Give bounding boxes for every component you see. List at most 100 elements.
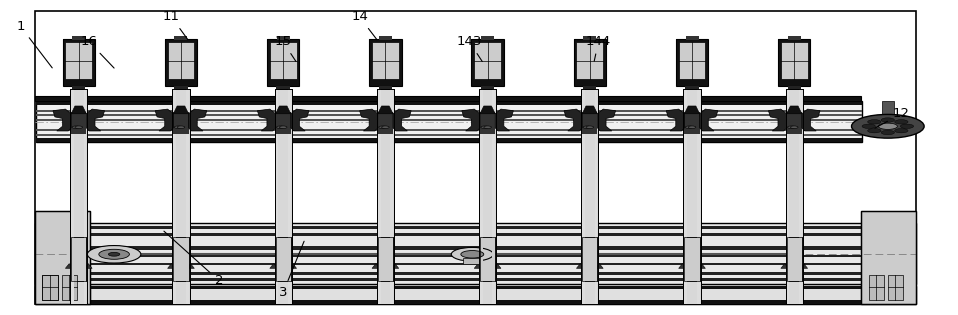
Bar xyxy=(696,237,699,281)
Bar xyxy=(684,237,699,281)
Bar xyxy=(90,226,861,229)
Bar xyxy=(582,237,585,281)
Polygon shape xyxy=(65,264,73,268)
Bar xyxy=(378,86,392,89)
Bar xyxy=(288,237,291,281)
Bar xyxy=(582,112,598,134)
Bar xyxy=(83,89,86,304)
Bar xyxy=(799,89,802,304)
Text: 14: 14 xyxy=(352,10,377,40)
Bar xyxy=(174,36,188,40)
Polygon shape xyxy=(291,109,309,131)
Bar xyxy=(684,89,687,304)
Polygon shape xyxy=(86,109,104,131)
Bar xyxy=(278,237,289,281)
Bar xyxy=(492,237,495,281)
Circle shape xyxy=(87,246,141,263)
Polygon shape xyxy=(53,109,71,131)
Bar xyxy=(585,89,595,304)
Bar xyxy=(582,237,598,281)
Bar xyxy=(390,89,393,304)
Polygon shape xyxy=(596,264,604,268)
Circle shape xyxy=(99,249,129,259)
Bar xyxy=(787,237,802,281)
Circle shape xyxy=(481,126,489,129)
Bar xyxy=(684,237,699,281)
Bar xyxy=(582,89,585,304)
Bar xyxy=(787,89,789,304)
Polygon shape xyxy=(768,109,787,131)
Polygon shape xyxy=(189,109,207,131)
Bar xyxy=(683,89,700,304)
Bar xyxy=(90,278,861,281)
Text: 2: 2 xyxy=(164,231,223,287)
Polygon shape xyxy=(173,106,189,114)
Bar xyxy=(276,237,279,281)
Bar xyxy=(788,237,800,281)
Text: 12: 12 xyxy=(875,107,910,128)
Bar xyxy=(65,42,92,79)
Bar xyxy=(173,112,189,134)
Polygon shape xyxy=(84,264,92,268)
Bar xyxy=(869,275,884,300)
Bar xyxy=(42,275,57,300)
Bar xyxy=(888,275,903,300)
Bar xyxy=(480,89,483,304)
Bar xyxy=(71,89,74,304)
Polygon shape xyxy=(71,106,86,114)
Polygon shape xyxy=(800,264,808,268)
Circle shape xyxy=(586,126,594,129)
Bar xyxy=(480,237,495,281)
Bar xyxy=(173,237,189,281)
Bar xyxy=(174,86,188,89)
Bar xyxy=(574,39,606,86)
Bar xyxy=(481,36,494,40)
Bar xyxy=(90,272,861,275)
Bar xyxy=(686,237,697,281)
Polygon shape xyxy=(666,109,684,131)
Bar xyxy=(276,237,291,281)
Polygon shape xyxy=(462,109,480,131)
Bar xyxy=(584,237,596,281)
Text: 3: 3 xyxy=(279,241,304,299)
Bar xyxy=(276,112,291,134)
Bar xyxy=(276,89,279,304)
Bar xyxy=(380,89,390,304)
Bar xyxy=(684,112,699,134)
Circle shape xyxy=(852,114,924,138)
Circle shape xyxy=(378,126,386,129)
Bar xyxy=(687,89,696,304)
Bar xyxy=(35,114,862,116)
Bar xyxy=(882,101,894,126)
Bar xyxy=(34,301,917,304)
Bar xyxy=(471,39,504,86)
Polygon shape xyxy=(372,264,379,268)
Bar xyxy=(377,237,380,281)
Bar xyxy=(675,39,708,86)
Bar xyxy=(62,39,95,86)
Bar xyxy=(799,237,802,281)
Bar xyxy=(173,89,176,304)
Bar xyxy=(165,39,197,86)
Bar xyxy=(582,237,598,281)
Polygon shape xyxy=(155,109,173,131)
Text: 11: 11 xyxy=(163,10,188,40)
Bar xyxy=(35,101,862,142)
Bar xyxy=(787,237,802,281)
Circle shape xyxy=(862,124,876,129)
Bar xyxy=(369,39,401,86)
Bar xyxy=(377,89,380,304)
Polygon shape xyxy=(787,106,802,114)
Circle shape xyxy=(461,250,484,258)
Circle shape xyxy=(895,120,908,124)
Polygon shape xyxy=(697,264,705,268)
Bar xyxy=(172,89,190,304)
Polygon shape xyxy=(678,264,686,268)
Polygon shape xyxy=(276,106,291,114)
Polygon shape xyxy=(359,109,377,131)
Polygon shape xyxy=(493,264,501,268)
Polygon shape xyxy=(270,264,278,268)
Bar xyxy=(778,39,810,86)
Bar xyxy=(481,86,494,89)
Bar xyxy=(377,237,393,281)
